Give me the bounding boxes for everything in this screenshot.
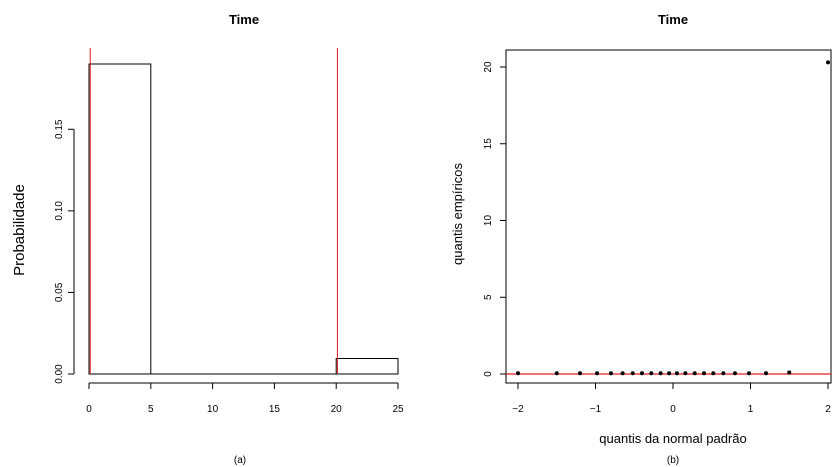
qq-plot-point-13 — [683, 371, 688, 376]
qq-plot-point-3 — [578, 371, 582, 376]
histogram-y-tick-label-4: 0.15 — [54, 119, 65, 139]
qq-plot-y-tick-label-1: 0 — [483, 371, 494, 377]
histogram-x-tick-label-6: 25 — [392, 404, 404, 415]
qq-plot-point-4 — [595, 371, 600, 376]
histogram-x-tick-label-2: 5 — [148, 404, 154, 415]
qq-plot-point-15 — [702, 371, 706, 376]
histogram-x-tick-label-4: 15 — [269, 404, 281, 415]
histogram-y-tick-label-3: 0.10 — [54, 201, 65, 221]
qq-plot-point-7 — [630, 371, 635, 376]
histogram-caption: (a) — [234, 455, 246, 466]
qq-plot-point-22 — [826, 60, 830, 65]
qq-plot-y-axis-label: quantis empíricos — [450, 163, 465, 265]
qq-plot-x-axis-label: quantis da normal padrão — [599, 431, 746, 446]
histogram-panel: Time 0 5 10 15 20 25 0.00 0.05 0.10 0.15 Probabi… — [11, 12, 404, 466]
histogram-x-tick-label-3: 10 — [207, 404, 219, 415]
qq-plot-point-10 — [658, 371, 663, 376]
qq-plot-point-1 — [516, 371, 520, 376]
histogram-x-tick-label-1: 0 — [86, 404, 92, 415]
qq-plot-point-5 — [609, 371, 613, 376]
qq-plot-x-tick-label-1: −2 — [512, 404, 524, 415]
qq-plot-point-20 — [764, 371, 768, 376]
histogram-y-tick-label-2: 0.05 — [54, 282, 65, 302]
qq-plot-point-12 — [674, 371, 679, 376]
qq-plot-point-17 — [721, 371, 726, 376]
qq-plot-point-16 — [711, 371, 716, 376]
qq-plot-y-tick-label-4: 15 — [483, 138, 494, 150]
qq-plot-point-18 — [733, 371, 737, 376]
qq-plot-y-tick-label-3: 10 — [483, 215, 494, 227]
qq-plot-x-tick-label-5: 2 — [825, 404, 831, 415]
histogram-y-tick-label-1: 0.00 — [54, 364, 65, 384]
qq-plot-point-21 — [787, 370, 792, 375]
qq-plot-point-14 — [692, 371, 697, 376]
qq-plot-x-tick-label-2: −1 — [590, 404, 602, 415]
qq-plot-point-2 — [554, 371, 559, 376]
qq-plot-y-tick-label-2: 5 — [483, 294, 494, 300]
qq-plot-point-19 — [746, 371, 751, 376]
qq-plot-point-8 — [640, 371, 644, 376]
qq-plot-caption: (b) — [667, 455, 679, 466]
qq-plot-x-tick-label-3: 0 — [670, 404, 676, 415]
qq-plot-point-6 — [620, 371, 625, 376]
histogram-x-tick-label-5: 20 — [331, 404, 343, 415]
qq-plot-frame — [505, 49, 832, 384]
histogram-bar-1 — [88, 63, 152, 375]
qq-plot-title: Time — [658, 12, 688, 27]
histogram-y-axis-label: Probabilidade — [11, 184, 28, 276]
qq-plot-point-9 — [649, 371, 654, 376]
qq-plot-panel: Time −2 −1 0 1 2 0 5 10 15 20 quantis da normal … — [450, 12, 832, 466]
histogram-bar-5 — [335, 358, 399, 375]
qq-plot-x-tick-label-4: 1 — [748, 404, 754, 415]
histogram-title: Time — [229, 12, 259, 27]
qq-plot-y-tick-label-5: 20 — [483, 61, 494, 73]
qq-plot-point-11 — [667, 371, 672, 376]
